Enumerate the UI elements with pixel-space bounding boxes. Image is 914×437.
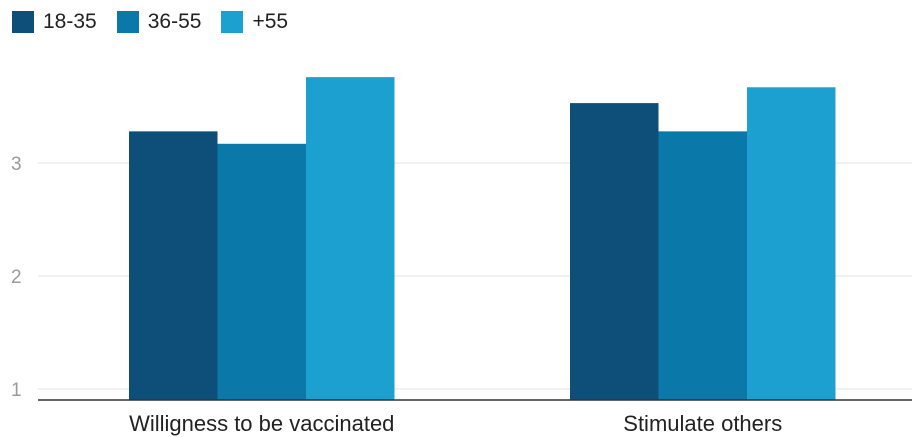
y-tick-label-2: 2 [11,267,22,288]
bar-18-35-stimulate [570,103,659,401]
chart-legend: 18-35 36-55 +55 [12,10,288,34]
legend-item-55-plus: +55 [221,10,288,34]
x-category-label-1: Stimulate others [623,411,782,436]
legend-item-36-55: 36-55 [116,10,202,34]
bar-36-55-stimulate [658,131,747,401]
legend-swatch-55-plus [221,11,244,33]
legend-label-36-55: 36-55 [147,10,202,33]
x-category-label-0: Willigness to be vaccinated [129,411,394,436]
bar-18-35-willigness [129,131,218,401]
y-tick-label-1: 1 [11,380,22,401]
legend-swatch-18-35 [12,11,34,33]
bar-plus-55-stimulate [747,87,836,400]
legend-label-55-plus: +55 [252,10,289,33]
bar-36-55-willigness [217,143,306,401]
y-tick-label-3: 3 [11,154,22,175]
legend-label-18-35: 18-35 [43,10,97,33]
bar-plus-55-willigness [306,77,395,401]
legend-swatch-36-55 [116,11,139,33]
legend-item-18-35: 18-35 [12,10,97,34]
